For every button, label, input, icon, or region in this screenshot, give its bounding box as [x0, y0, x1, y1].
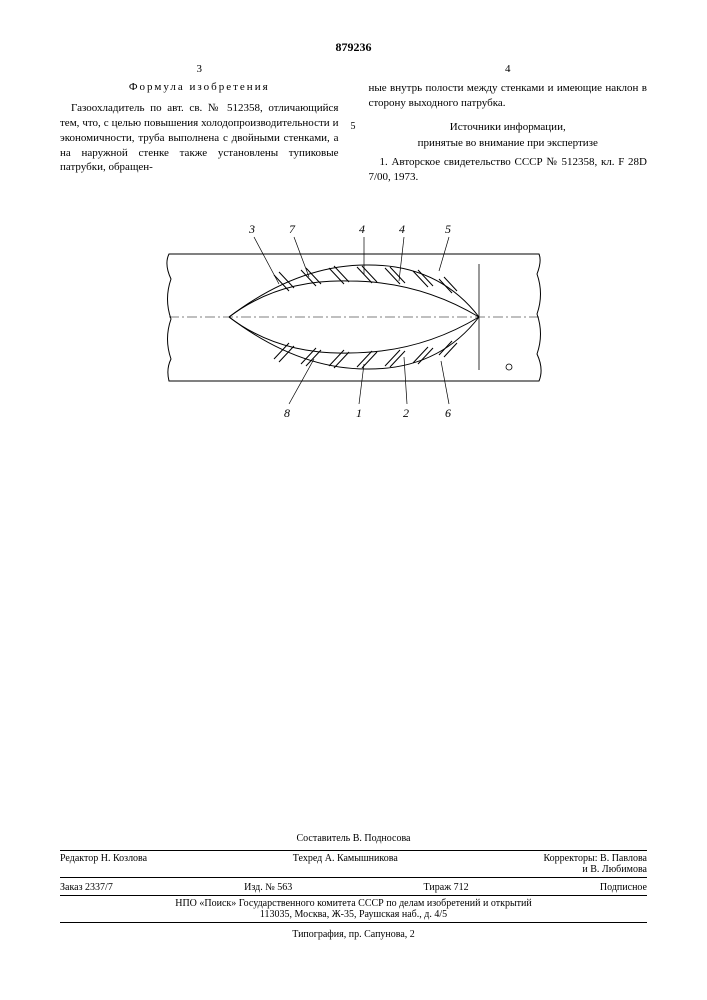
publisher-line: НПО «Поиск» Государственного комитета СС…	[60, 896, 647, 923]
fig-label-6: 6	[445, 406, 451, 420]
imprint-footer: Составитель В. Подносова Редактор Н. Коз…	[60, 833, 647, 940]
line-number-5: 5	[351, 121, 356, 132]
correctors: Корректоры: В. Павлова и В. Любимова	[543, 853, 647, 875]
left-body-text: Газоохладитель по авт. св. № 512358, отл…	[60, 101, 339, 175]
sources-heading-1: Источники информации,	[369, 121, 648, 133]
tirage: Тираж 712	[424, 882, 469, 893]
order-row: Заказ 2337/7 Изд. № 563 Тираж 712 Подпис…	[60, 880, 647, 896]
compiler-line: Составитель В. Подносова	[60, 833, 647, 844]
source-item: 1. Авторское свидетельство СССР № 512358…	[369, 155, 648, 185]
left-column: 3 Формула изобретения Газоохладитель по …	[60, 63, 339, 184]
col-num-right: 4	[369, 63, 648, 75]
fig-label-8: 8	[284, 406, 290, 420]
two-column-text: 3 Формула изобретения Газоохладитель по …	[60, 63, 647, 184]
col-num-left: 3	[60, 63, 339, 75]
order-no: Заказ 2337/7	[60, 882, 113, 893]
technical-figure: 3 7 4 4 5 8 1 2 6	[149, 209, 559, 434]
fig-label-4a: 4	[359, 222, 365, 236]
fig-label-5: 5	[445, 222, 451, 236]
right-column: 5 4 ные внутрь полости между стенками и …	[369, 63, 648, 184]
formula-heading: Формула изобретения	[60, 81, 339, 93]
subscription: Подписное	[600, 882, 647, 893]
figure-svg: 3 7 4 4 5 8 1 2 6	[149, 209, 559, 434]
techred: Техред А. Камышникова	[293, 853, 398, 875]
right-body-1: ные внутрь полости между стенками и имею…	[369, 81, 648, 111]
printer-line: Типография, пр. Сапунова, 2	[60, 923, 647, 940]
fig-label-7-top: 7	[289, 222, 296, 236]
fig-label-4b: 4	[399, 222, 405, 236]
editor-row: Редактор Н. Козлова Техред А. Камышников…	[60, 850, 647, 878]
fig-label-1: 1	[356, 406, 362, 420]
sources-heading-2: принятые во внимание при экспертизе	[369, 137, 648, 149]
patent-number: 879236	[60, 40, 647, 55]
fig-label-3: 3	[248, 222, 255, 236]
izd-no: Изд. № 563	[244, 882, 292, 893]
editor: Редактор Н. Козлова	[60, 853, 147, 875]
fig-label-2: 2	[403, 406, 409, 420]
